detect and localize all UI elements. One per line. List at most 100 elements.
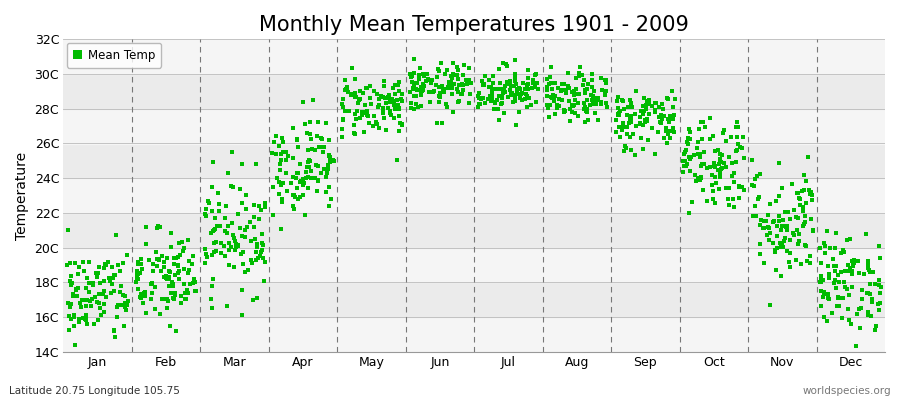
Point: [490, 86, 504, 92]
Point: [176, 248, 190, 254]
Bar: [63, 109, 885, 144]
Point: [166, 283, 180, 289]
Point: [152, 257, 166, 263]
Point: [233, 186, 248, 192]
Point: [387, 102, 401, 108]
Point: [370, 91, 384, 97]
Point: [803, 252, 817, 259]
Point: [500, 79, 515, 86]
Point: [249, 160, 264, 167]
Point: [148, 306, 162, 312]
Point: [450, 72, 464, 78]
Point: [320, 162, 335, 168]
Point: [292, 179, 307, 185]
Point: [749, 213, 763, 219]
Point: [667, 112, 681, 118]
Point: [359, 84, 374, 91]
Point: [577, 119, 591, 126]
Point: [290, 185, 304, 191]
Point: [782, 259, 796, 265]
Point: [713, 151, 727, 157]
Point: [762, 237, 777, 243]
Point: [544, 64, 558, 70]
Point: [406, 86, 420, 92]
Point: [217, 243, 231, 249]
Point: [639, 99, 653, 105]
Point: [164, 290, 178, 296]
Point: [274, 134, 289, 141]
Point: [255, 240, 269, 246]
Point: [404, 105, 419, 112]
Point: [431, 66, 446, 72]
Point: [796, 208, 810, 214]
Point: [581, 81, 596, 87]
Point: [321, 136, 336, 143]
Point: [181, 270, 195, 277]
Point: [590, 95, 605, 101]
Point: [637, 117, 652, 123]
Point: [104, 277, 118, 283]
Point: [209, 238, 223, 245]
Point: [310, 118, 325, 125]
Point: [361, 113, 375, 120]
Point: [768, 246, 782, 253]
Point: [372, 102, 386, 108]
Point: [185, 280, 200, 286]
Point: [206, 249, 220, 255]
Point: [254, 249, 268, 256]
Point: [161, 274, 176, 280]
Point: [223, 183, 238, 189]
Point: [322, 152, 337, 158]
Point: [384, 96, 399, 102]
Point: [832, 294, 846, 300]
Point: [471, 93, 485, 99]
Point: [822, 274, 836, 281]
Point: [491, 66, 506, 72]
Point: [840, 285, 854, 292]
Point: [735, 134, 750, 141]
Point: [68, 260, 83, 266]
Point: [770, 233, 784, 239]
Point: [454, 80, 469, 87]
Point: [518, 86, 532, 92]
Point: [714, 158, 728, 165]
Point: [198, 210, 212, 217]
Point: [417, 73, 431, 79]
Point: [181, 237, 195, 244]
Point: [392, 128, 406, 134]
Point: [423, 99, 437, 105]
Point: [272, 178, 286, 185]
Point: [814, 279, 828, 285]
Point: [289, 175, 303, 182]
Point: [166, 260, 181, 267]
Point: [392, 105, 407, 111]
Point: [233, 224, 248, 231]
Point: [348, 130, 363, 137]
Point: [578, 90, 592, 96]
Point: [757, 260, 771, 266]
Point: [436, 120, 450, 126]
Point: [402, 89, 417, 95]
Point: [171, 270, 185, 276]
Point: [494, 95, 508, 102]
Point: [292, 160, 307, 167]
Point: [150, 225, 165, 231]
Point: [183, 281, 197, 288]
Point: [151, 256, 166, 262]
Point: [133, 260, 148, 267]
Point: [436, 86, 451, 92]
Point: [565, 108, 580, 115]
Point: [276, 180, 291, 186]
Point: [207, 227, 221, 234]
Point: [83, 298, 97, 305]
Point: [730, 118, 744, 125]
Point: [378, 94, 392, 101]
Point: [816, 240, 831, 246]
Point: [638, 119, 652, 125]
Point: [842, 268, 856, 274]
Point: [788, 256, 803, 263]
Point: [611, 112, 625, 118]
Point: [459, 77, 473, 83]
Point: [599, 100, 614, 106]
Point: [212, 201, 226, 207]
